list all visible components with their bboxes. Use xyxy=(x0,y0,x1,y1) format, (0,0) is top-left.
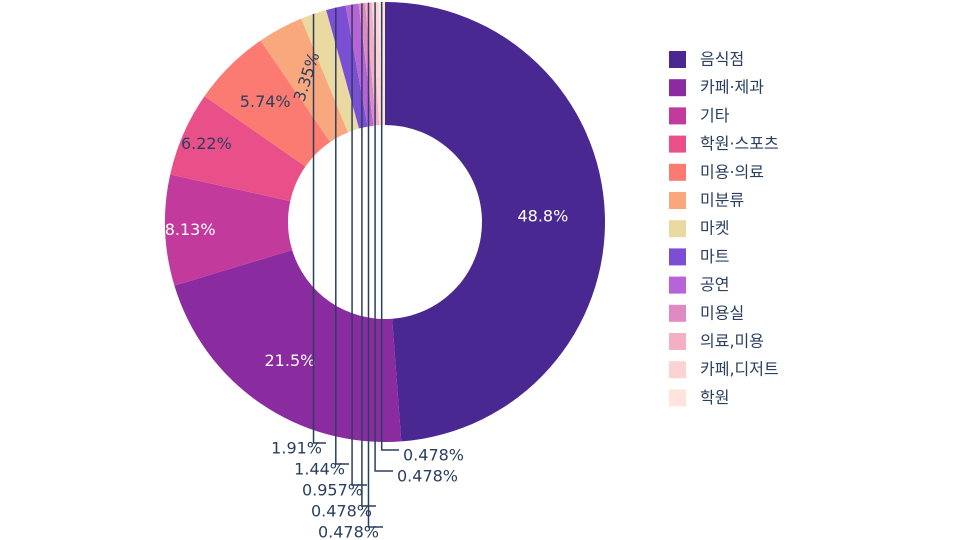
leader-line xyxy=(374,2,393,472)
legend-swatch xyxy=(669,304,686,322)
legend-swatch xyxy=(669,107,686,125)
legend-item-미분류[interactable]: 미분류 xyxy=(669,191,744,210)
slice-마켓[interactable] xyxy=(301,10,360,133)
data-label-미용-의료: 5.74% xyxy=(240,92,291,111)
data-label-의료-미용: 0.478% xyxy=(318,523,379,540)
legend-item-의료-미용[interactable]: 의료,미용 xyxy=(669,332,764,351)
legend-item-미용실[interactable]: 미용실 xyxy=(669,303,744,322)
legend-swatch xyxy=(669,276,686,294)
legend-label: 미용·의료 xyxy=(700,162,764,181)
legend-label: 미분류 xyxy=(700,191,744,210)
legend-swatch xyxy=(669,361,686,379)
slice-음식점[interactable] xyxy=(385,2,605,442)
slice-기타[interactable] xyxy=(165,174,293,286)
legend-swatch xyxy=(669,389,686,407)
legend-label: 학원 xyxy=(700,388,729,407)
legend-swatch xyxy=(669,163,686,181)
legend-label: 학원·스포츠 xyxy=(700,134,779,153)
legend-label: 음식점 xyxy=(700,50,744,69)
data-label-카페-제과: 21.5% xyxy=(265,351,316,370)
data-label-음식점: 48.8% xyxy=(517,207,568,226)
legend-swatch xyxy=(669,248,686,266)
legend: 음식점카페·제과기타학원·스포츠미용·의료미분류마켓마트공연미용실의료,미용카페… xyxy=(669,50,779,407)
leader-line xyxy=(312,13,326,444)
legend-swatch xyxy=(669,220,686,238)
legend-label: 공연 xyxy=(700,275,729,294)
data-label-마켓: 1.91% xyxy=(271,439,322,458)
legend-swatch xyxy=(669,192,686,209)
legend-item-기타[interactable]: 기타 xyxy=(669,106,730,125)
slice-학원-스포츠[interactable] xyxy=(170,96,306,202)
slice-미분류[interactable] xyxy=(260,18,349,143)
legend-label: 카페,디저트 xyxy=(700,360,779,379)
legend-item-미용-의료[interactable]: 미용·의료 xyxy=(669,162,764,181)
legend-swatch xyxy=(669,333,686,350)
legend-label: 의료,미용 xyxy=(700,332,764,351)
leader-line xyxy=(367,2,383,528)
legend-item-카페-디저트[interactable]: 카페,디저트 xyxy=(669,360,779,379)
slice-미용-의료[interactable] xyxy=(204,40,331,167)
legend-label: 마켓 xyxy=(700,219,729,238)
label-group: 48.8%21.5%8.13%6.22%5.74%3.35%1.91%1.44%… xyxy=(165,2,568,540)
legend-swatch xyxy=(669,51,686,68)
legend-label: 미용실 xyxy=(700,303,744,322)
data-label-학원: 0.478% xyxy=(403,446,464,465)
legend-item-학원-스포츠[interactable]: 학원·스포츠 xyxy=(669,134,779,153)
leader-line xyxy=(380,2,399,451)
legend-item-공연[interactable]: 공연 xyxy=(669,275,729,294)
slice-미용실[interactable] xyxy=(358,2,377,126)
data-label-기타: 8.13% xyxy=(165,220,216,239)
data-label-학원-스포츠: 6.22% xyxy=(181,134,232,153)
legend-item-마켓[interactable]: 마켓 xyxy=(669,219,729,238)
legend-item-음식점[interactable]: 음식점 xyxy=(669,50,744,69)
data-label-미용실: 0.478% xyxy=(311,502,372,521)
leader-line xyxy=(361,3,376,507)
legend-label: 기타 xyxy=(700,106,730,125)
leader-line xyxy=(335,7,349,465)
legend-item-마트[interactable]: 마트 xyxy=(669,247,729,266)
legend-swatch xyxy=(669,135,686,153)
data-label-카페-디저트: 0.478% xyxy=(397,467,458,486)
data-label-마트: 1.44% xyxy=(294,460,345,479)
legend-swatch xyxy=(669,79,686,97)
legend-item-학원[interactable]: 학원 xyxy=(669,388,729,407)
legend-label: 마트 xyxy=(700,247,729,266)
legend-item-카페-제과[interactable]: 카페·제과 xyxy=(669,78,764,97)
data-label-공연: 0.957% xyxy=(302,481,363,500)
slice-카페-제과[interactable] xyxy=(174,250,402,443)
legend-label: 카페·제과 xyxy=(700,78,764,97)
